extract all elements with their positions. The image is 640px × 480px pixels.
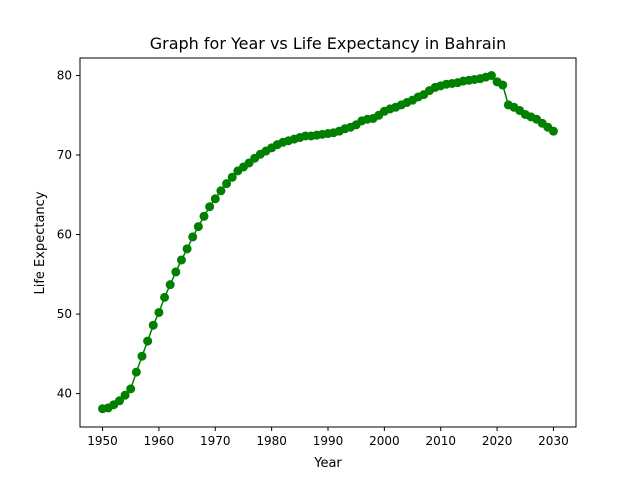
x-tick-label: 1950 xyxy=(87,434,118,448)
x-tick-label: 2010 xyxy=(425,434,456,448)
data-point xyxy=(160,292,170,302)
data-point xyxy=(222,179,232,189)
data-point xyxy=(114,396,124,406)
chart-title: Graph for Year vs Life Expectancy in Bah… xyxy=(150,34,507,53)
y-axis-label: Life Expectancy xyxy=(33,191,48,294)
x-tick-label: 2020 xyxy=(482,434,513,448)
data-point xyxy=(143,336,153,346)
x-tick-label: 2030 xyxy=(538,434,569,448)
data-point xyxy=(216,186,226,196)
data-point xyxy=(548,126,558,136)
y-tick-label: 50 xyxy=(57,307,72,321)
x-tick-label: 1980 xyxy=(256,434,287,448)
data-point xyxy=(182,244,192,254)
data-point xyxy=(120,390,130,400)
x-tick-label: 1990 xyxy=(313,434,344,448)
data-point xyxy=(205,202,215,212)
y-tick-label: 80 xyxy=(57,68,72,82)
data-point xyxy=(165,280,175,290)
axes: 1950 1960 1970 1980 1990 2000 2010 2020 2030 40 50… xyxy=(57,57,577,448)
data-point xyxy=(227,172,237,182)
x-tick-label: 2000 xyxy=(369,434,400,448)
data-point xyxy=(131,367,141,377)
plot-area xyxy=(98,71,558,414)
x-axis-label: Year xyxy=(313,456,342,471)
data-point xyxy=(137,351,147,361)
data-point xyxy=(171,267,181,277)
data-point xyxy=(210,194,220,204)
data-point xyxy=(188,232,198,242)
data-point xyxy=(126,384,136,394)
y-tick-label: 40 xyxy=(57,387,72,401)
x-tick-label: 1960 xyxy=(144,434,175,448)
data-point xyxy=(193,222,203,232)
data-point xyxy=(199,211,209,221)
x-tick-label: 1970 xyxy=(200,434,231,448)
data-point xyxy=(148,320,158,330)
data-point xyxy=(154,307,164,317)
data-point xyxy=(486,71,496,80)
data-point xyxy=(498,80,508,90)
y-tick-label: 60 xyxy=(57,228,72,242)
data-point xyxy=(176,255,186,265)
y-tick-label: 70 xyxy=(57,148,72,162)
